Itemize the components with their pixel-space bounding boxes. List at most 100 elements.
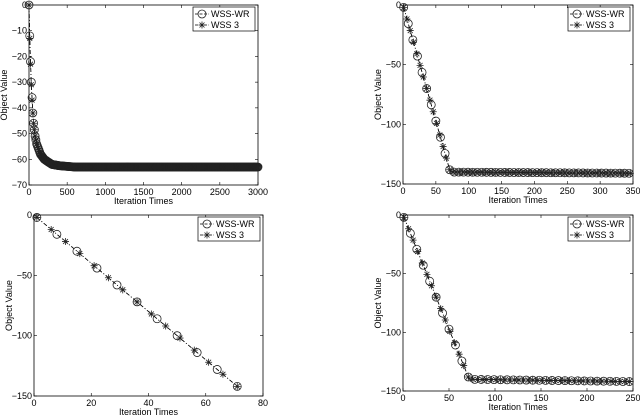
circle-marker xyxy=(418,260,428,270)
asterisk-marker xyxy=(561,377,569,385)
asterisk-marker xyxy=(233,382,241,390)
legend-box xyxy=(567,216,631,242)
series-wss-3 xyxy=(25,1,262,171)
asterisk-marker xyxy=(28,96,36,104)
x-tick-label: 100 xyxy=(461,186,476,196)
asterisk-marker xyxy=(538,376,546,384)
asterisk-marker xyxy=(90,262,98,270)
asterisk-marker xyxy=(575,377,583,385)
asterisk-marker xyxy=(47,225,55,233)
plot-area xyxy=(402,4,634,185)
x-tick-label: 20 xyxy=(86,398,96,408)
x-tick-label: 350 xyxy=(625,186,640,196)
asterisk-marker xyxy=(198,21,206,29)
asterisk-marker xyxy=(33,142,41,150)
asterisk-marker xyxy=(497,376,505,384)
legend-label: WSS 3 xyxy=(216,230,244,240)
legend-item: WSS-WR xyxy=(570,9,625,19)
plot-area xyxy=(402,214,634,392)
circle-marker xyxy=(451,340,460,350)
y-axis-label: Object Value xyxy=(0,70,9,121)
asterisk-marker xyxy=(584,377,592,385)
asterisk-marker xyxy=(26,34,34,42)
x-tick-label: 50 xyxy=(431,186,441,196)
circle-marker xyxy=(408,35,418,45)
asterisk-marker xyxy=(416,61,424,69)
circle-marker xyxy=(52,229,62,239)
asterisk-marker xyxy=(510,376,518,384)
asterisk-marker xyxy=(147,310,155,318)
circle-marker xyxy=(399,212,409,222)
y-tick-label: −100 xyxy=(12,331,32,341)
circle-marker xyxy=(440,149,450,158)
asterisk-marker xyxy=(400,3,408,11)
circle-marker xyxy=(463,372,473,382)
circle-marker xyxy=(192,348,202,357)
asterisk-marker xyxy=(104,274,112,282)
y-tick-label: −50 xyxy=(386,269,401,279)
x-tick-label: 250 xyxy=(625,393,640,403)
asterisk-marker xyxy=(547,376,555,384)
circle-marker xyxy=(403,19,413,29)
x-tick-label: 1000 xyxy=(95,187,115,197)
asterisk-marker xyxy=(573,21,581,29)
asterisk-marker xyxy=(543,376,551,384)
series-wss-3 xyxy=(400,3,634,177)
asterisk-marker xyxy=(426,96,434,104)
circle-marker xyxy=(29,125,39,135)
y-axis-label: Object Value xyxy=(4,280,14,331)
asterisk-marker xyxy=(626,169,634,177)
x-tick-label: 0 xyxy=(31,398,36,408)
x-tick-label: 0 xyxy=(400,186,405,196)
legend-item: WSS 3 xyxy=(200,230,244,240)
circle-marker xyxy=(438,308,447,318)
legend-box xyxy=(567,6,631,32)
circle-marker xyxy=(431,292,441,302)
asterisk-marker xyxy=(36,148,44,156)
circle-marker xyxy=(92,263,102,273)
asterisk-marker xyxy=(25,1,33,9)
circle-marker xyxy=(32,213,42,222)
legend-label: WSS-WR xyxy=(586,219,625,229)
x-tick-label: 60 xyxy=(201,398,211,408)
x-tick-label: 200 xyxy=(527,186,542,196)
circle-marker xyxy=(431,116,441,126)
asterisk-marker xyxy=(442,154,450,162)
circle-marker xyxy=(197,9,207,19)
asterisk-marker xyxy=(529,376,537,384)
asterisk-marker xyxy=(455,350,463,358)
circle-marker xyxy=(412,244,422,254)
x-tick-label: 500 xyxy=(60,187,75,197)
legend-label: WSS 3 xyxy=(211,20,239,30)
asterisk-marker xyxy=(446,166,454,174)
asterisk-marker xyxy=(573,231,581,239)
subplot-2: 0 50 100 150 200 250 300 350 0 −50 −100 −150 Iterati… xyxy=(373,0,640,205)
asterisk-marker xyxy=(432,293,440,301)
asterisk-marker xyxy=(589,377,597,385)
asterisk-marker xyxy=(566,377,574,385)
asterisk-marker xyxy=(441,316,449,324)
asterisk-marker xyxy=(439,143,447,151)
legend-item: WSS 3 xyxy=(570,230,614,240)
asterisk-marker xyxy=(598,377,606,385)
asterisk-marker xyxy=(428,282,436,290)
y-tick-label: −50 xyxy=(17,270,32,280)
x-tick-label: 40 xyxy=(143,398,153,408)
asterisk-marker xyxy=(579,377,587,385)
asterisk-marker xyxy=(451,339,459,347)
series-line xyxy=(36,217,238,387)
asterisk-marker xyxy=(483,376,491,384)
y-tick-label: −20 xyxy=(12,51,27,61)
x-tick-label: 50 xyxy=(444,393,454,403)
circle-marker xyxy=(72,246,82,256)
circle-marker xyxy=(202,219,212,229)
y-tick-label: −30 xyxy=(12,77,27,87)
asterisk-marker xyxy=(205,358,213,366)
asterisk-marker xyxy=(492,376,500,384)
circle-marker xyxy=(232,381,242,391)
asterisk-marker xyxy=(403,15,411,23)
legend-item: WSS 3 xyxy=(570,20,614,30)
y-axis-label: Object Value xyxy=(373,69,383,120)
